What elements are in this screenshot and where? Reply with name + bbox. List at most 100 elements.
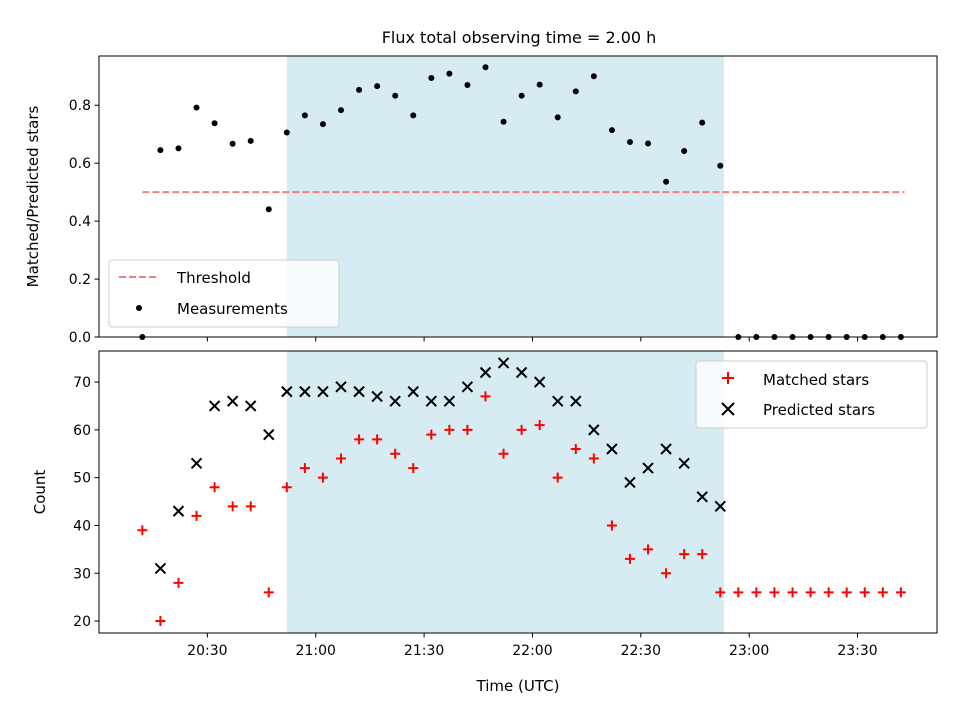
legend-measurement-swatch <box>136 305 142 311</box>
predicted-star-point <box>389 395 401 407</box>
measurement-point <box>319 121 326 128</box>
predicted-star-point <box>479 366 492 379</box>
y-axis-label: Count <box>31 470 49 515</box>
matched-star-point <box>570 443 581 454</box>
predicted-star-point <box>588 424 600 436</box>
panel-bottom-counts: 20:30 21:00 21:30 22:00 22:30 23:00 23:30 20 30 4… <box>31 350 938 695</box>
predicted-star-point <box>570 395 582 407</box>
matched-star-point <box>245 501 256 512</box>
y-tick-label: 30 <box>73 566 91 582</box>
legend-top: Threshold Measurements <box>108 259 340 328</box>
matched-star-point <box>191 510 202 521</box>
matched-star-point <box>769 587 780 598</box>
matched-star-point <box>173 577 184 588</box>
predicted-star-point <box>425 395 438 407</box>
matched-star-point <box>281 482 292 493</box>
panel-top-ratio: 0.0 0.2 0.4 0.6 0.8 Matched/Predicted stars Th… <box>24 55 938 346</box>
measurement-point <box>572 88 579 95</box>
matched-star-point <box>263 587 274 598</box>
measurement-point <box>283 129 290 136</box>
matched-star-point <box>209 482 220 493</box>
matched-star-point <box>823 587 834 598</box>
legend-predicted-label: Predicted stars <box>763 401 875 419</box>
legend-frame <box>108 259 340 328</box>
legend-predicted-swatch <box>721 402 735 416</box>
matched-star-point <box>372 434 383 445</box>
measurement-point <box>301 112 308 119</box>
measurement-point <box>193 104 200 111</box>
matched-star-point <box>137 525 148 536</box>
measurement-point <box>410 112 417 119</box>
measurement-point <box>482 64 489 71</box>
matched-star-point <box>552 472 563 483</box>
predicted-star-point <box>533 376 546 388</box>
legend-matched-label: Matched stars <box>763 371 869 389</box>
predicted-star-point <box>714 500 726 513</box>
measurement-point <box>645 140 652 147</box>
matched-star-point <box>408 463 419 474</box>
measurement-point <box>518 92 525 99</box>
y-tick-label: 0.0 <box>69 330 91 346</box>
plot-frame <box>98 350 938 634</box>
predicted-star-point <box>443 395 456 407</box>
y-tick-label: 20 <box>73 614 91 630</box>
predicted-star-point <box>606 443 618 455</box>
legend-bottom: Matched stars Predicted stars <box>695 360 928 429</box>
measurement-point <box>175 145 182 152</box>
matched-star-point <box>805 587 816 598</box>
x-tick-label: 23:00 <box>729 643 769 659</box>
x-axis-label: Time (UTC) <box>476 677 560 695</box>
predicted-star-point <box>678 457 690 470</box>
x-tick-label: 22:00 <box>512 643 552 659</box>
legend-frame <box>695 360 928 429</box>
measurement-point <box>428 75 435 82</box>
matched-star-point <box>588 453 599 464</box>
measurement-point <box>536 81 543 88</box>
measurement-point <box>247 137 254 144</box>
measurement-point <box>157 147 164 154</box>
predicted-star-point <box>552 395 564 407</box>
observing-window-band <box>286 56 724 337</box>
measurement-point <box>681 148 688 155</box>
matched-star-point <box>841 587 852 598</box>
matched-star-point <box>751 587 762 598</box>
chart-title: Flux total observing time = 2.00 h <box>382 28 657 47</box>
legend-measurement-label: Measurements <box>177 300 288 318</box>
predicted-star-point <box>353 385 365 398</box>
matched-star-point <box>155 616 166 627</box>
measurement-point <box>446 70 453 77</box>
matched-star-point <box>444 424 455 435</box>
predicted-star-point <box>299 385 311 398</box>
predicted-star-point <box>371 390 383 403</box>
matched-star-point <box>661 568 672 579</box>
predicted-star-point <box>461 381 474 393</box>
measurement-point <box>554 114 561 121</box>
x-tick-label: 21:00 <box>296 643 336 659</box>
legend-matched-swatch <box>722 372 734 384</box>
measurement-point <box>356 86 363 93</box>
measurement-point <box>699 119 706 126</box>
predicted-star-point <box>515 366 528 379</box>
matched-star-point <box>516 424 527 435</box>
y-tick-label: 40 <box>73 518 91 534</box>
matched-star-point <box>317 472 328 483</box>
matched-star-point <box>606 520 617 531</box>
predicted-star-point <box>226 395 239 407</box>
y-axis-label: Matched/Predicted stars <box>24 106 42 288</box>
matched-star-point <box>624 553 635 564</box>
matched-star-point <box>679 549 690 560</box>
measurement-point <box>590 73 597 80</box>
matched-star-point <box>895 587 906 598</box>
y-tick-label: 0.8 <box>69 98 91 114</box>
predicted-star-point <box>154 562 167 575</box>
predicted-star-point <box>407 385 419 398</box>
predicted-star-point <box>642 462 654 474</box>
y-tick-label: 0.6 <box>69 156 91 172</box>
observing-window-band <box>286 351 724 633</box>
predicted-star-point <box>244 400 257 412</box>
predicted-star-point <box>190 457 203 470</box>
x-tick-label: 20:30 <box>187 643 227 659</box>
matched-star-point <box>354 434 365 445</box>
predicted-star-point <box>208 400 221 412</box>
